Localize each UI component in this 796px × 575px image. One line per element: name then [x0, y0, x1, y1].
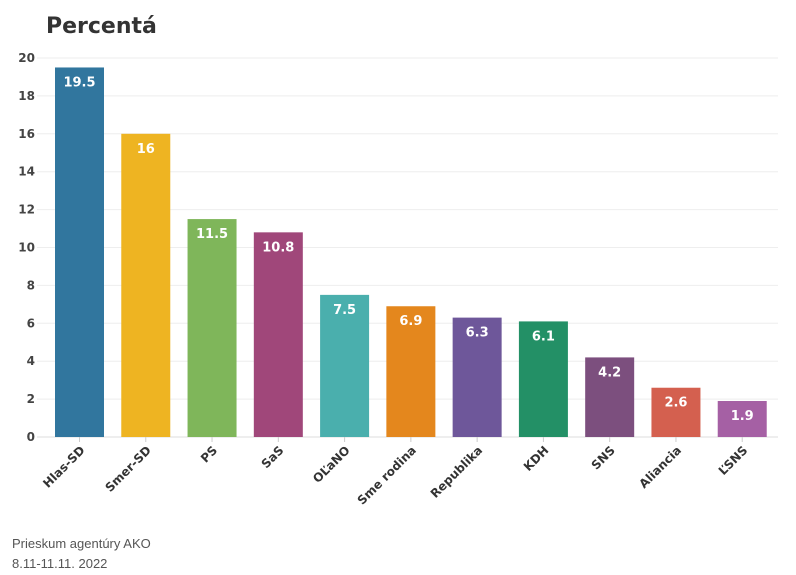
y-tick-label: 4 — [27, 354, 35, 368]
y-tick-label: 20 — [18, 51, 35, 65]
y-tick-label: 10 — [18, 241, 35, 255]
bar — [585, 357, 635, 437]
y-tick-label: 2 — [27, 392, 35, 406]
data-label: 10.8 — [262, 240, 294, 255]
x-tick-label: SaS — [259, 443, 287, 471]
data-label: 6.9 — [399, 314, 422, 329]
data-label: 16 — [137, 142, 155, 157]
bar — [320, 294, 370, 437]
x-tick-label: Aliancia — [636, 443, 684, 491]
x-tick-label: SNS — [589, 443, 618, 472]
data-label: 11.5 — [196, 227, 228, 242]
source-note: Prieskum agentúry AKO 8.11-11.11. 2022 — [12, 534, 151, 574]
y-tick-label: 6 — [27, 316, 35, 330]
date-line: 8.11-11.11. 2022 — [12, 556, 108, 571]
source-line: Prieskum agentúry AKO — [12, 536, 151, 551]
data-label: 19.5 — [63, 75, 95, 90]
bar — [55, 67, 104, 437]
data-label: 1.9 — [731, 409, 754, 424]
y-tick-label: 8 — [27, 278, 35, 292]
data-label: 2.6 — [664, 396, 687, 411]
data-label: 6.3 — [466, 326, 489, 341]
bar — [187, 219, 237, 437]
bar — [518, 321, 568, 437]
data-label: 6.1 — [532, 329, 555, 344]
x-tick-label: Smer-SD — [102, 443, 153, 494]
x-tick-label: KDH — [521, 443, 552, 474]
x-tick-label: Hlas-SD — [40, 443, 87, 490]
x-tick-label: ĽSNS — [716, 443, 751, 478]
x-tick-label: PS — [198, 443, 220, 465]
y-tick-label: 12 — [18, 203, 35, 217]
y-tick-label: 16 — [18, 127, 35, 141]
y-tick-label: 0 — [27, 430, 35, 444]
chart-title: Percentá — [46, 14, 157, 39]
x-tick-label: Republika — [428, 443, 486, 501]
bar — [452, 317, 502, 437]
x-tick-label: OĽaNO — [310, 443, 353, 486]
bar — [121, 133, 171, 438]
data-label: 7.5 — [333, 303, 356, 318]
x-tick-label: Sme rodina — [355, 443, 419, 507]
y-tick-label: 14 — [18, 165, 35, 179]
y-tick-label: 18 — [18, 89, 35, 103]
data-label: 4.2 — [598, 365, 621, 380]
bar — [717, 400, 767, 437]
bar — [253, 232, 303, 437]
bar — [386, 306, 436, 437]
bar — [651, 387, 701, 437]
